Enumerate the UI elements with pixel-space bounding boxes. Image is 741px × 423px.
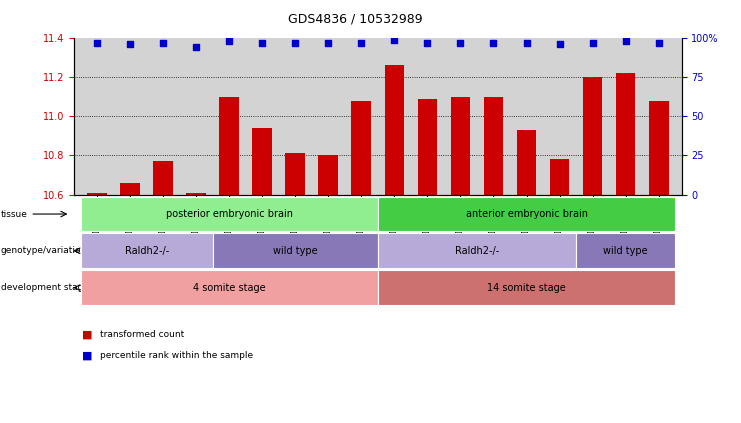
Text: GDS4836 / 10532989: GDS4836 / 10532989 xyxy=(288,13,423,26)
Point xyxy=(256,39,268,46)
Bar xyxy=(451,97,471,195)
Text: posterior embryonic brain: posterior embryonic brain xyxy=(166,209,293,219)
Bar xyxy=(120,183,140,195)
Bar xyxy=(319,155,339,195)
Text: percentile rank within the sample: percentile rank within the sample xyxy=(100,351,253,360)
Text: Raldh2-/-: Raldh2-/- xyxy=(455,246,499,256)
Text: development stage: development stage xyxy=(1,283,89,292)
Bar xyxy=(648,101,668,195)
Text: ■: ■ xyxy=(82,330,92,340)
Text: ■: ■ xyxy=(82,351,92,361)
Point xyxy=(190,44,202,51)
Text: tissue: tissue xyxy=(1,209,27,219)
Point xyxy=(422,39,433,46)
Bar xyxy=(187,192,206,195)
Point xyxy=(587,39,599,46)
Text: transformed count: transformed count xyxy=(100,330,185,339)
Text: wild type: wild type xyxy=(273,246,318,256)
Bar xyxy=(153,161,173,195)
Point xyxy=(91,39,103,46)
Text: anterior embryonic brain: anterior embryonic brain xyxy=(465,209,588,219)
Text: 14 somite stage: 14 somite stage xyxy=(487,283,566,293)
Point xyxy=(322,39,334,46)
Bar xyxy=(550,159,569,195)
Bar xyxy=(582,77,602,195)
Text: genotype/variation: genotype/variation xyxy=(1,246,87,255)
Bar xyxy=(351,101,371,195)
Bar xyxy=(417,99,437,195)
Bar xyxy=(385,66,405,195)
Text: wild type: wild type xyxy=(603,246,648,256)
Text: Raldh2-/-: Raldh2-/- xyxy=(124,246,169,256)
Point xyxy=(290,39,302,46)
Point xyxy=(124,41,136,48)
Point xyxy=(619,38,631,44)
Bar xyxy=(253,128,272,195)
Bar xyxy=(516,130,536,195)
Point xyxy=(554,41,565,48)
Bar xyxy=(219,97,239,195)
Point xyxy=(653,39,665,46)
Point xyxy=(388,36,400,43)
Point xyxy=(454,39,466,46)
Point xyxy=(223,38,235,44)
Point xyxy=(157,39,169,46)
Bar xyxy=(616,73,636,195)
Point xyxy=(488,39,499,46)
Bar xyxy=(87,192,107,195)
Point xyxy=(356,39,368,46)
Bar xyxy=(484,97,503,195)
Point xyxy=(521,39,533,46)
Bar xyxy=(285,154,305,195)
Text: 4 somite stage: 4 somite stage xyxy=(193,283,265,293)
